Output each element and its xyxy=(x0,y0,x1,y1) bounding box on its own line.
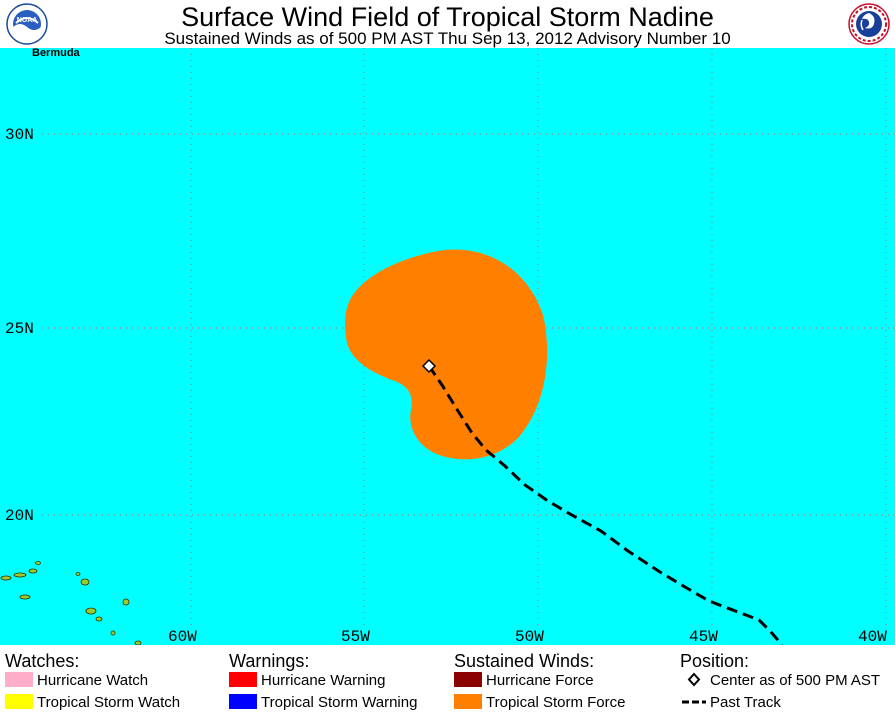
wind-field-map: Bermuda 30N 25N 20N 60W 55W 50W 45W 40W xyxy=(0,48,895,645)
page-subtitle: Sustained Winds as of 500 PM AST Thu Sep… xyxy=(164,29,731,48)
lat-label-20n: 20N xyxy=(5,507,34,525)
diamond-icon xyxy=(687,672,701,687)
legend-item-label: Center as of 500 PM AST xyxy=(710,672,881,689)
legend-winds-heading: Sustained Winds: xyxy=(454,651,595,671)
storm-center-marker-icon xyxy=(421,358,437,374)
tropical-storm-warning-swatch xyxy=(229,694,257,709)
header: NOAA Surface Wind Field of Tropical Stor… xyxy=(0,0,895,48)
place-label-bermuda: Bermuda xyxy=(32,48,81,59)
caribbean-islands xyxy=(0,561,142,645)
legend-watches-heading: Watches: xyxy=(5,651,80,671)
legend-item-label: Hurricane Force xyxy=(486,672,594,689)
svg-text:NOAA: NOAA xyxy=(17,17,38,24)
tropical-storm-force-wind-field xyxy=(345,249,548,460)
legend-item-hurricane-force: Hurricane Force xyxy=(454,672,594,690)
legend-position-heading: Position: xyxy=(680,651,750,671)
tropical-storm-force-swatch xyxy=(454,694,482,709)
hurricane-warning-swatch xyxy=(229,672,257,687)
legend-item-hurricane-watch: Hurricane Watch xyxy=(5,672,148,690)
legend-item-hurricane-warning: Hurricane Warning xyxy=(229,672,386,690)
lat-label-30n: 30N xyxy=(5,126,34,144)
hurricane-watch-swatch xyxy=(5,672,33,687)
dashed-line-icon xyxy=(682,700,706,704)
legend-item-label: Hurricane Warning xyxy=(261,672,386,689)
legend-item-label: Hurricane Watch xyxy=(37,672,149,689)
legend-item-tropical-storm-force: Tropical Storm Force xyxy=(454,694,625,712)
legend-item-past-track: Past Track xyxy=(682,694,781,712)
legend-item-label: Tropical Storm Force xyxy=(486,694,626,711)
legend-item-center: Center as of 500 PM AST xyxy=(682,672,880,690)
lon-label-40w: 40W xyxy=(858,628,887,645)
past-track-line xyxy=(427,365,784,645)
lat-label-25n: 25N xyxy=(5,320,34,338)
nws-logo-icon xyxy=(848,3,890,45)
legend-item-label: Past Track xyxy=(710,694,781,711)
legend-warnings-heading: Warnings: xyxy=(229,651,310,671)
legend-item-label: Tropical Storm Watch xyxy=(37,694,181,711)
lon-label-60w: 60W xyxy=(168,628,197,645)
legend-item-tropical-storm-watch: Tropical Storm Watch xyxy=(5,694,180,712)
page-title: Surface Wind Field of Tropical Storm Nad… xyxy=(181,2,714,32)
lon-label-45w: 45W xyxy=(689,628,718,645)
tropical-storm-watch-swatch xyxy=(5,694,33,709)
lon-label-50w: 50W xyxy=(515,628,544,645)
legend: Watches: Hurricane Watch Tropical Storm … xyxy=(0,645,895,716)
noaa-logo-icon: NOAA xyxy=(6,3,48,45)
legend-item-label: Tropical Storm Warning xyxy=(261,694,418,711)
lon-label-55w: 55W xyxy=(341,628,370,645)
hurricane-force-swatch xyxy=(454,672,482,687)
legend-item-tropical-storm-warning: Tropical Storm Warning xyxy=(229,694,417,712)
